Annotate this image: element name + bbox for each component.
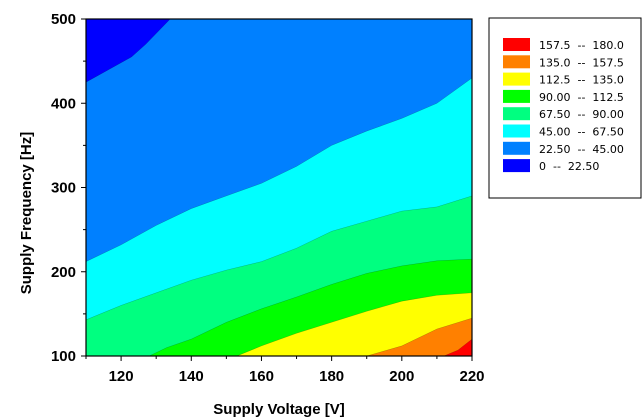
y-axis: 100 200 300 400 500 bbox=[51, 11, 86, 365]
legend-items: 157.5 -- 180.0 135.0 -- 157.5 112.5 -- 135… bbox=[503, 38, 624, 173]
legend-swatch bbox=[503, 159, 530, 173]
y-tick-label: 200 bbox=[51, 264, 76, 281]
legend-label: 157.5 -- 180.0 bbox=[539, 39, 624, 52]
contour-fills bbox=[86, 19, 472, 356]
y-tick-label: 500 bbox=[51, 11, 76, 28]
contour-line-112.5 bbox=[236, 292, 472, 356]
legend-swatch bbox=[503, 55, 530, 69]
contour-line-45.00 bbox=[86, 77, 472, 262]
contour-band-7 bbox=[443, 339, 472, 356]
y-tick-label: 100 bbox=[51, 348, 76, 365]
legend-label: 67.50 -- 90.00 bbox=[539, 108, 624, 121]
legend-label: 135.0 -- 157.5 bbox=[539, 56, 624, 69]
contour-line-90.00 bbox=[149, 258, 472, 356]
y-tick-label: 300 bbox=[51, 180, 76, 197]
contour-band-5 bbox=[236, 292, 472, 356]
contour-lines bbox=[86, 19, 472, 356]
y-tick-label: 400 bbox=[51, 95, 76, 112]
legend-swatch bbox=[503, 107, 530, 121]
legend-swatch bbox=[503, 38, 530, 51]
legend-swatch bbox=[503, 72, 530, 86]
contour-line-67.50 bbox=[86, 195, 472, 320]
legend-label: 90.00 -- 112.5 bbox=[539, 91, 624, 104]
legend-swatch bbox=[503, 89, 530, 103]
x-tick-label: 140 bbox=[179, 368, 204, 385]
x-tick-label: 200 bbox=[389, 368, 414, 385]
x-tick-label: 220 bbox=[459, 368, 484, 385]
legend: 157.5 -- 180.0 135.0 -- 157.5 112.5 -- 135… bbox=[488, 17, 642, 199]
x-tick-label: 120 bbox=[109, 368, 134, 385]
contour-line-135.0 bbox=[366, 317, 472, 356]
contour-line-22.50 bbox=[86, 19, 171, 83]
legend-label: 22.50 -- 45.00 bbox=[539, 143, 624, 156]
legend-label: 0 -- 22.50 bbox=[539, 160, 599, 173]
legend-label: 45.00 -- 67.50 bbox=[539, 126, 624, 139]
x-axis-label: Supply Voltage [V] bbox=[213, 401, 344, 418]
y-axis-label: Supply Frequency [Hz] bbox=[18, 132, 35, 295]
x-axis: 120 140 160 180 200 220 bbox=[85, 356, 485, 385]
contour-band-6 bbox=[366, 318, 472, 356]
legend-swatch bbox=[503, 124, 530, 138]
legend-label: 112.5 -- 135.0 bbox=[539, 74, 624, 87]
legend-swatch bbox=[503, 141, 530, 155]
x-tick-label: 160 bbox=[249, 368, 274, 385]
x-tick-label: 180 bbox=[319, 368, 344, 385]
contour-line-157.5 bbox=[443, 338, 472, 356]
